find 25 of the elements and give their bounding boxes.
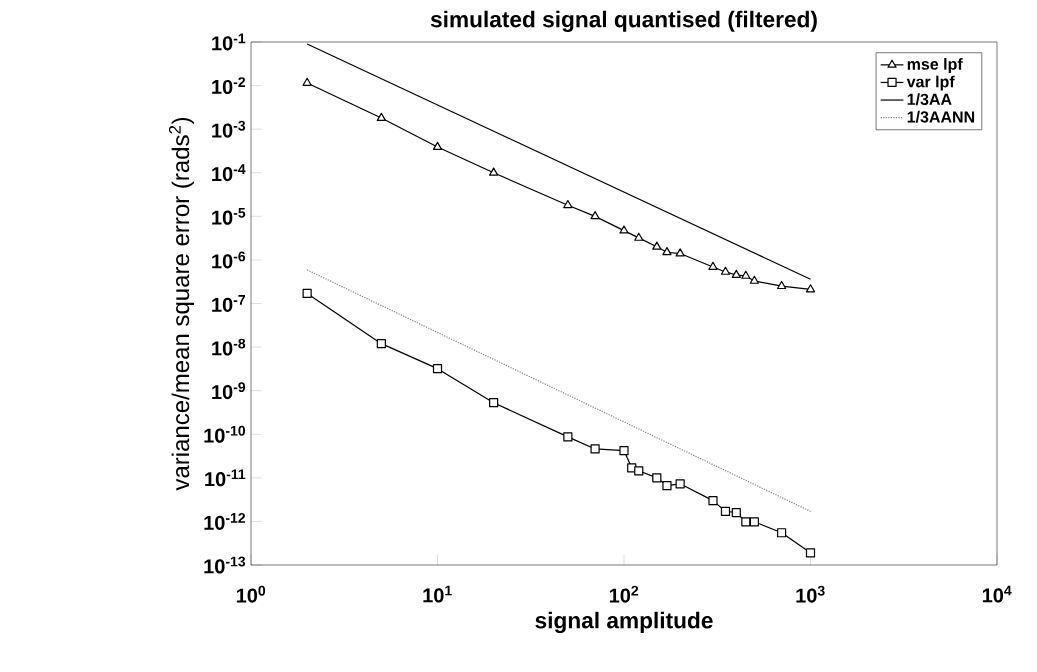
legend-label: 1/3AA — [907, 93, 952, 106]
y-tick-label: 10$^{-8}$ — [212, 338, 246, 356]
legend-label: mse lpf — [907, 58, 963, 73]
y-tick-label: 10$^{-5}$ — [212, 207, 246, 225]
x-axis-title: signal amplitude — [535, 611, 713, 634]
x-tick-label: 10$^{1}$ — [423, 585, 452, 603]
legend-label: 1/3AANN — [907, 110, 975, 123]
y-tick-label: 10$^{-9}$ — [212, 382, 246, 400]
y-tick-label: 10$^{-4}$ — [212, 164, 246, 182]
y-tick-label: 10$^{-10}$ — [204, 425, 246, 443]
y-tick-label: 10$^{-13}$ — [204, 556, 246, 574]
y-tick-label: 10$^{-12}$ — [204, 512, 246, 530]
y-tick-label: 10$^{-3}$ — [212, 120, 246, 138]
y-tick-label: 10$^{-2}$ — [212, 77, 246, 95]
y-tick-label: 10$^{-7}$ — [212, 295, 246, 312]
y-axis-title: variance/mean square error (rads$^{2}$) — [168, 117, 194, 491]
x-tick-label: 10$^{0}$ — [236, 585, 266, 603]
chart-title: simulated signal quantised (filtered) — [430, 10, 817, 32]
legend-label: var lpf — [906, 75, 955, 91]
x-tick-label: 10$^{3}$ — [796, 585, 825, 603]
y-tick-label: 10$^{-6}$ — [212, 251, 246, 269]
y-tick-label: 10$^{-11}$ — [205, 469, 246, 487]
x-tick-label: 10$^{2}$ — [609, 585, 639, 603]
y-tick-label: 10$^{-1}$ — [212, 33, 246, 51]
x-tick-label: 10$^{4}$ — [982, 585, 1012, 603]
